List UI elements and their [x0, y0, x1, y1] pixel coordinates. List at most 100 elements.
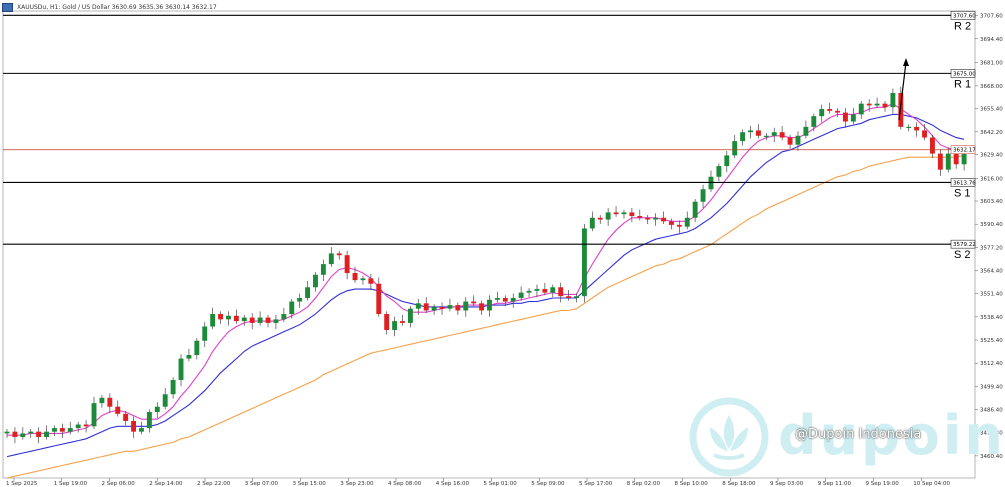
candle-body	[740, 132, 746, 142]
candlesticks	[4, 86, 967, 444]
candle	[771, 127, 777, 143]
candle-body	[328, 253, 334, 265]
candle	[502, 295, 508, 306]
x-tick-label: 4 Sep 08:00	[388, 481, 422, 487]
candle	[59, 423, 65, 438]
candle	[202, 322, 208, 347]
candle-body	[400, 321, 405, 323]
candle-body	[850, 114, 856, 122]
candle	[518, 286, 524, 301]
candle	[661, 211, 666, 225]
candle-body	[526, 290, 532, 293]
x-tick-label: 8 Sep 10:00	[675, 481, 709, 487]
x-tick-label: 8 Sep 02:00	[627, 481, 661, 487]
arrow-shaft	[898, 61, 907, 121]
level-tag	[950, 239, 976, 249]
level-tag-text: 3613.76	[953, 180, 976, 186]
candle-body	[732, 141, 738, 156]
candle-body	[542, 289, 548, 293]
candle-body	[676, 224, 682, 227]
candle-body	[52, 428, 57, 432]
candle-body	[249, 317, 255, 323]
candle-body	[724, 155, 730, 167]
candle	[724, 150, 730, 173]
candle-body	[431, 306, 437, 311]
candle-body	[447, 305, 453, 309]
candle	[937, 149, 943, 176]
y-tick-label: 3538.40	[980, 315, 1003, 321]
candle-body	[929, 137, 935, 154]
candle	[415, 298, 421, 315]
x-tick-label: 2 Sep 22:00	[197, 481, 231, 487]
candle	[194, 338, 200, 360]
candle-body	[115, 406, 121, 414]
candle	[20, 427, 26, 440]
candle	[67, 421, 73, 435]
level-tag	[950, 69, 976, 78]
candle-body	[297, 297, 303, 302]
candle	[922, 124, 927, 141]
candle	[487, 295, 492, 317]
candle-body	[510, 297, 516, 302]
candle	[550, 284, 556, 298]
candle-body	[637, 215, 643, 218]
candle	[558, 282, 564, 303]
candle-body	[819, 109, 825, 117]
candle-body	[487, 299, 492, 311]
candle-body	[91, 403, 97, 427]
candle	[186, 348, 192, 362]
ma-mid-line	[6, 113, 965, 458]
candle	[597, 215, 603, 225]
candle-body	[668, 221, 674, 225]
candle	[906, 124, 912, 132]
candle	[835, 108, 840, 118]
candle-body	[700, 189, 706, 202]
candle	[392, 316, 398, 337]
candle-body	[827, 109, 833, 111]
candle	[882, 101, 888, 112]
candle	[692, 199, 698, 223]
candle-body	[787, 137, 793, 145]
candle-body	[186, 355, 192, 359]
candle-body	[336, 253, 342, 256]
candle	[146, 409, 152, 433]
candle	[36, 427, 42, 444]
candle	[748, 125, 753, 139]
candle	[431, 304, 437, 315]
candle	[589, 211, 595, 232]
dupoin-lotus-icon	[689, 397, 769, 477]
candle	[99, 395, 105, 408]
candle-body	[423, 303, 429, 311]
candle	[241, 314, 247, 326]
candle	[890, 88, 896, 114]
candle	[929, 134, 935, 159]
candle-body	[384, 314, 390, 331]
y-tick-label: 3473.40	[980, 431, 1003, 437]
candle-body	[12, 431, 18, 438]
x-tick-label: 3 Sep 15:00	[293, 481, 327, 487]
candle-body	[265, 317, 271, 323]
candle	[131, 416, 137, 438]
candle	[945, 147, 951, 173]
candle-body	[281, 314, 287, 320]
candle-body	[257, 317, 263, 323]
level-label: R 2	[954, 20, 971, 32]
candle-body	[123, 413, 129, 421]
candle	[233, 309, 239, 324]
candle-body	[692, 201, 698, 218]
candle-body	[415, 303, 421, 309]
candle	[526, 288, 532, 298]
candle	[423, 297, 429, 314]
candle-body	[874, 103, 880, 106]
candle	[842, 108, 848, 128]
candle	[811, 113, 817, 132]
candle-body	[842, 112, 848, 122]
candle-body	[574, 296, 579, 298]
chart-header: XAUUSDu, H1: Gold / US Dollar 3630.69 36…	[0, 0, 217, 14]
candle-body	[605, 212, 611, 220]
y-tick-label: 3668.00	[980, 84, 1003, 90]
candle	[471, 295, 477, 306]
current-price-tag	[950, 145, 976, 154]
candle	[83, 420, 89, 433]
x-tick-label: 9 Sep 11:00	[818, 481, 852, 487]
